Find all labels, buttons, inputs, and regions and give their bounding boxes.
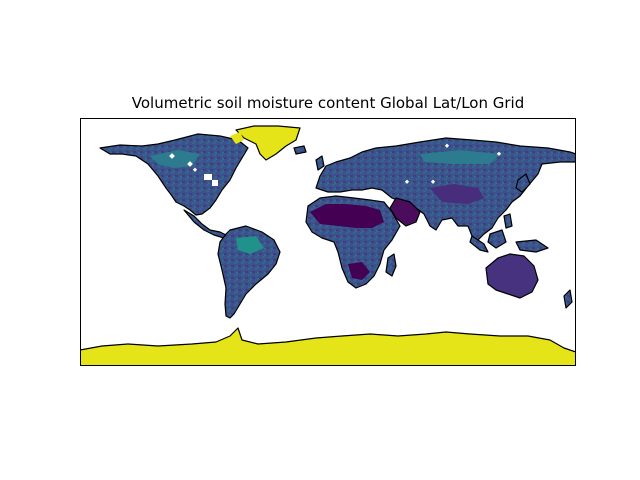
map-title: Volumetric soil moisture content Global … (131, 94, 525, 112)
land-antarctica (80, 327, 576, 366)
land-madagascar (385, 253, 397, 277)
land-south-america (217, 225, 281, 319)
canada-wet (150, 150, 200, 168)
map-frame (80, 118, 576, 366)
world-map (80, 118, 576, 366)
land-australia (485, 253, 539, 299)
moisture-patches (150, 132, 500, 280)
kalahari-low-moisture (348, 262, 370, 280)
land-iceland (293, 145, 307, 155)
land-arabia (389, 197, 421, 227)
siberia-wet (420, 150, 500, 164)
missing-data-cell (404, 179, 410, 184)
missing-data-cell (192, 167, 198, 172)
missing-data-cell (430, 179, 436, 184)
land-uk (315, 155, 325, 171)
canadian-arctic-ice (230, 132, 244, 144)
land-greenland (235, 125, 301, 161)
sahara-low-moisture (310, 204, 384, 228)
land-north-america (99, 133, 249, 216)
land-japan (515, 173, 531, 193)
land-borneo (487, 229, 507, 249)
land-new-guinea (515, 239, 549, 253)
land-sumatra (469, 235, 489, 253)
missing-data-cell (204, 174, 212, 180)
land-new-zealand (563, 289, 573, 309)
central-asia-low-moisture (430, 184, 484, 204)
missing-data-cell (212, 180, 218, 186)
amazon-wet (236, 236, 264, 254)
land-philippines (503, 213, 513, 229)
